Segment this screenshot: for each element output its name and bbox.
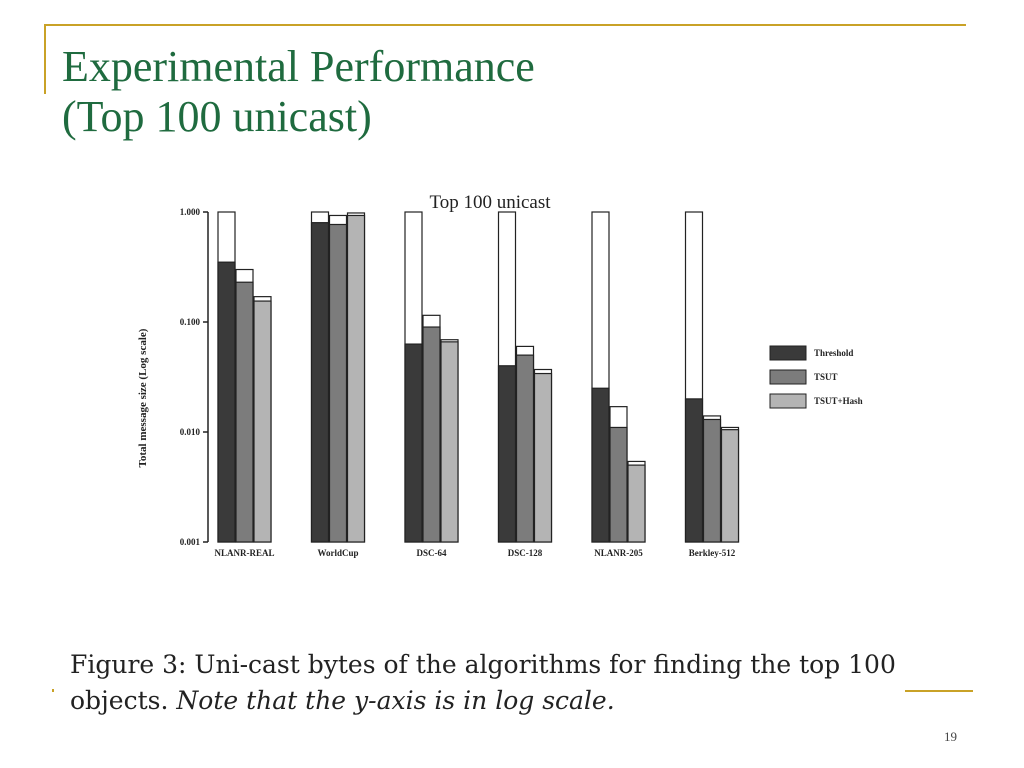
bar-value [422,326,441,543]
bar-value [440,341,459,543]
y-axis-label: Total message size (Log scale) [137,328,149,467]
bar-value [346,214,366,543]
slide-title: Experimental Performance (Top 100 unicas… [62,42,535,142]
x-tick-label: NLANR-205 [594,548,643,558]
bar-value [684,398,704,543]
bar-value [609,426,628,543]
accent-rule-left [44,24,46,94]
y-tick-label: 1.000 [180,207,201,217]
caption-note: Note that the y-axis is in log scale. [176,686,615,715]
bar-value [217,261,236,543]
bar-value [702,418,722,543]
figure-caption: Figure 3: Uni-cast bytes of the algorith… [70,647,910,719]
x-tick-label: DSC-64 [416,548,447,558]
slide-title-line2: (Top 100 unicast) [62,92,372,141]
legend-label: Threshold [814,348,853,358]
bar-value [515,354,535,543]
bar-value [627,464,646,543]
chart-title: Top 100 unicast [429,192,551,213]
bar-value [328,223,348,543]
bar-value [591,387,610,543]
bar-value [533,372,553,543]
y-tick-label: 0.001 [180,537,201,547]
accent-rule-dot [52,689,54,692]
slide-number: 19 [944,729,957,744]
bar-value [235,281,254,543]
x-tick-label: WorldCup [317,548,358,558]
legend-swatch [769,393,807,409]
chart-marks: 0.001 0.010 0.100 1.000 NLANR-REAL WorldCup DS… [180,207,863,558]
legend-swatch [769,369,807,385]
accent-rule-bottom [905,690,973,692]
x-tick-label: DSC-128 [508,548,543,558]
accent-rule-top [44,24,966,26]
legend-label: TSUT [814,372,838,382]
bar-value [404,343,423,543]
bar-chart: Top 100 unicast Total message size (Log … [137,192,863,558]
x-tick-label: NLANR-REAL [214,548,274,558]
bar-value [310,222,330,543]
y-tick-label: 0.100 [180,317,201,327]
x-tick-label: Berkley-512 [689,548,736,558]
bar-value [720,429,740,543]
legend-swatch [769,345,807,361]
bar-value [497,365,517,543]
y-tick-label: 0.010 [180,427,201,437]
bar-value [253,300,272,543]
slide-title-line1: Experimental Performance [62,42,535,91]
caption-text: Figure 3: Uni-cast bytes of the algorith… [70,650,896,715]
legend-label: TSUT+Hash [814,396,863,406]
